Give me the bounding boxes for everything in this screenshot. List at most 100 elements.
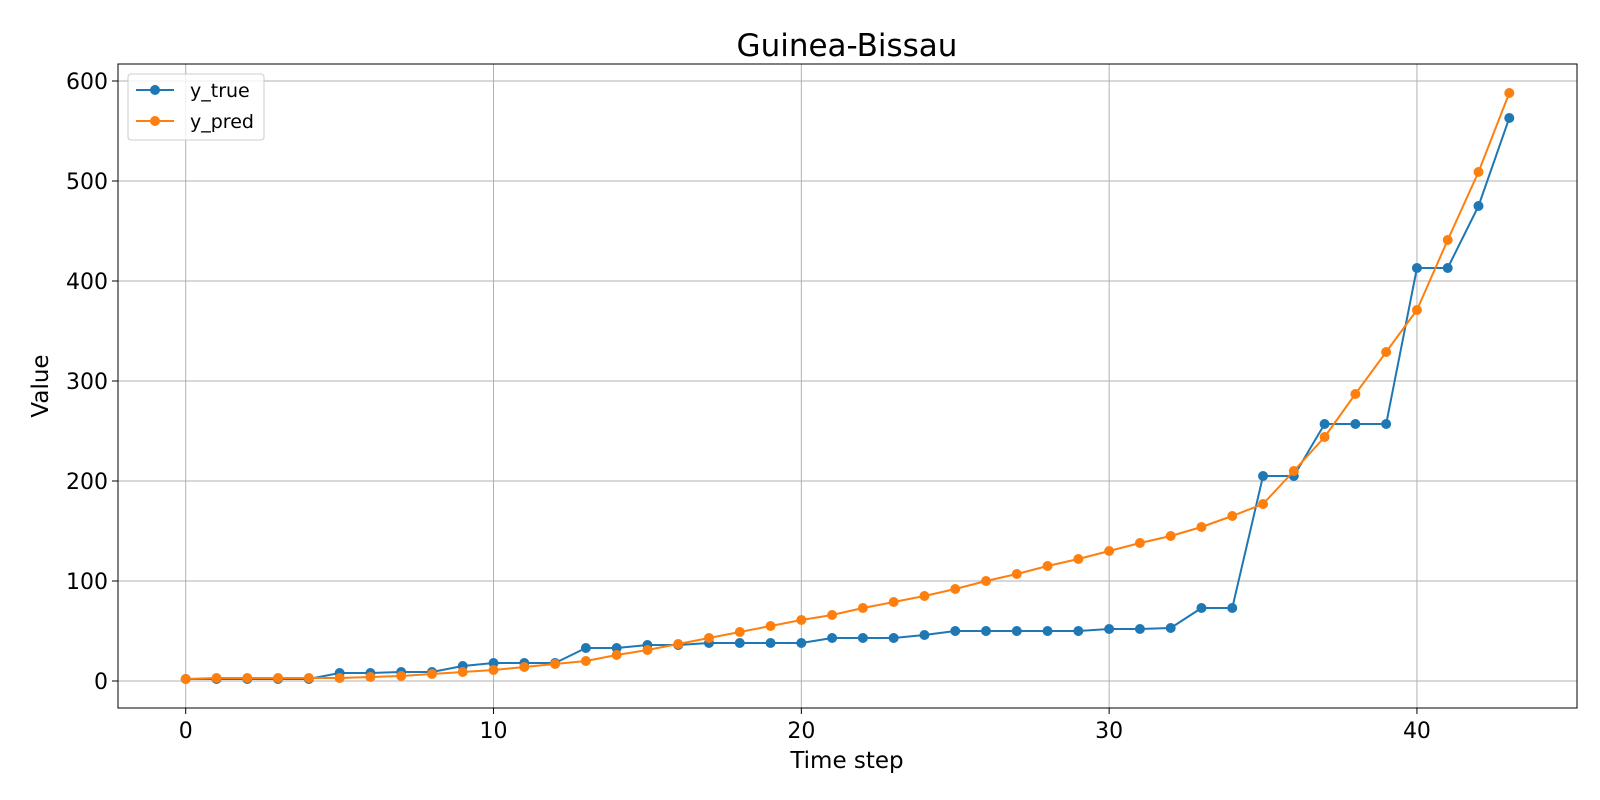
data-point-y-true	[580, 643, 591, 653]
data-point-y-true	[1350, 419, 1361, 429]
y-tick-label: 100	[66, 570, 108, 595]
y-tick-label: 0	[94, 670, 108, 695]
legend-marker-y-true	[150, 85, 160, 95]
data-point-y-true	[488, 658, 499, 668]
data-point-y-pred	[396, 671, 407, 681]
data-point-y-pred	[1350, 389, 1361, 399]
data-point-y-pred	[1258, 499, 1269, 509]
data-point-y-pred	[334, 673, 345, 683]
data-point-y-pred	[1011, 569, 1022, 579]
chart-title: Guinea-Bissau	[737, 28, 958, 64]
series-line-y-pred	[185, 92, 1511, 680]
data-point-y-true	[888, 633, 899, 643]
data-point-y-true	[611, 643, 622, 653]
data-point-y-true	[1258, 471, 1269, 481]
data-point-y-pred	[1104, 546, 1115, 556]
data-point-y-pred	[1042, 561, 1053, 571]
data-point-y-true	[765, 638, 776, 648]
data-point-y-true	[1442, 263, 1453, 273]
data-point-y-true	[1504, 113, 1515, 123]
data-point-y-pred	[1227, 511, 1238, 521]
data-point-y-true	[857, 633, 868, 643]
x-tick-label: 30	[1095, 719, 1123, 744]
data-point-y-pred	[1165, 531, 1176, 541]
y-tick-label: 200	[66, 470, 108, 495]
data-point-y-true	[1381, 419, 1392, 429]
y-axis-label: Value	[28, 354, 54, 417]
legend-marker-y-pred	[150, 116, 160, 126]
data-point-y-pred	[211, 673, 222, 683]
data-point-y-pred	[857, 603, 868, 613]
x-tick-label: 0	[179, 719, 193, 744]
grid	[118, 64, 1577, 708]
data-point-y-pred	[703, 633, 714, 643]
data-point-y-true	[1227, 603, 1238, 613]
x-tick-label: 40	[1403, 719, 1431, 744]
series-y-pred	[180, 88, 1515, 684]
data-point-y-pred	[611, 650, 622, 660]
data-point-y-pred	[1288, 466, 1299, 476]
y-tick-label: 300	[66, 370, 108, 395]
data-point-y-true	[1104, 624, 1115, 634]
data-point-y-true	[1196, 603, 1207, 613]
data-point-y-pred	[519, 662, 530, 672]
data-point-y-true	[1011, 626, 1022, 636]
data-point-y-pred	[673, 639, 684, 649]
data-point-y-pred	[1319, 432, 1330, 442]
data-point-y-true	[919, 630, 930, 640]
data-point-y-pred	[273, 673, 284, 683]
data-point-y-pred	[1196, 522, 1207, 532]
plot-frame	[117, 63, 1578, 709]
x-tick-label: 20	[787, 719, 815, 744]
data-point-y-pred	[919, 591, 930, 601]
data-point-y-true	[796, 638, 807, 648]
data-point-y-pred	[180, 674, 191, 684]
data-point-y-true	[734, 638, 745, 648]
data-point-y-true	[1411, 263, 1422, 273]
y-tick-label: 500	[66, 170, 108, 195]
series-layer	[180, 88, 1515, 684]
data-point-y-pred	[303, 673, 314, 683]
data-point-y-pred	[642, 645, 653, 655]
data-point-y-pred	[550, 659, 561, 669]
data-point-y-true	[1134, 624, 1145, 634]
data-point-y-pred	[1134, 538, 1145, 548]
data-point-y-pred	[765, 621, 776, 631]
x-tick-label: 10	[480, 719, 508, 744]
data-point-y-pred	[488, 665, 499, 675]
data-point-y-pred	[950, 584, 961, 594]
data-point-y-pred	[242, 673, 253, 683]
data-point-y-pred	[426, 669, 437, 679]
data-point-y-pred	[457, 667, 468, 677]
data-point-y-true	[1319, 419, 1330, 429]
y-tick-label: 400	[66, 270, 108, 295]
data-point-y-pred	[1504, 88, 1515, 98]
data-point-y-true	[1165, 623, 1176, 633]
data-point-y-true	[981, 626, 992, 636]
legend: y_true y_pred	[127, 73, 265, 141]
data-point-y-pred	[365, 672, 376, 682]
data-point-y-true	[1042, 626, 1053, 636]
x-axis-label: Time step	[789, 748, 903, 774]
data-point-y-true	[950, 626, 961, 636]
data-point-y-pred	[1442, 235, 1453, 245]
data-point-y-pred	[734, 627, 745, 637]
legend-label-y-true: y_true	[190, 80, 250, 102]
y-tick-label: 600	[66, 70, 108, 95]
data-point-y-true	[827, 633, 838, 643]
data-point-y-pred	[1381, 347, 1392, 357]
data-point-y-pred	[981, 576, 992, 586]
data-point-y-pred	[1073, 554, 1084, 564]
legend-label-y-pred: y_pred	[190, 111, 254, 133]
data-point-y-pred	[580, 656, 591, 666]
data-point-y-true	[1073, 626, 1084, 636]
data-point-y-pred	[796, 615, 807, 625]
data-point-y-true	[1473, 201, 1484, 211]
data-point-y-pred	[827, 610, 838, 620]
data-point-y-pred	[1411, 305, 1422, 315]
data-point-y-pred	[1473, 167, 1484, 177]
data-point-y-pred	[888, 597, 899, 607]
